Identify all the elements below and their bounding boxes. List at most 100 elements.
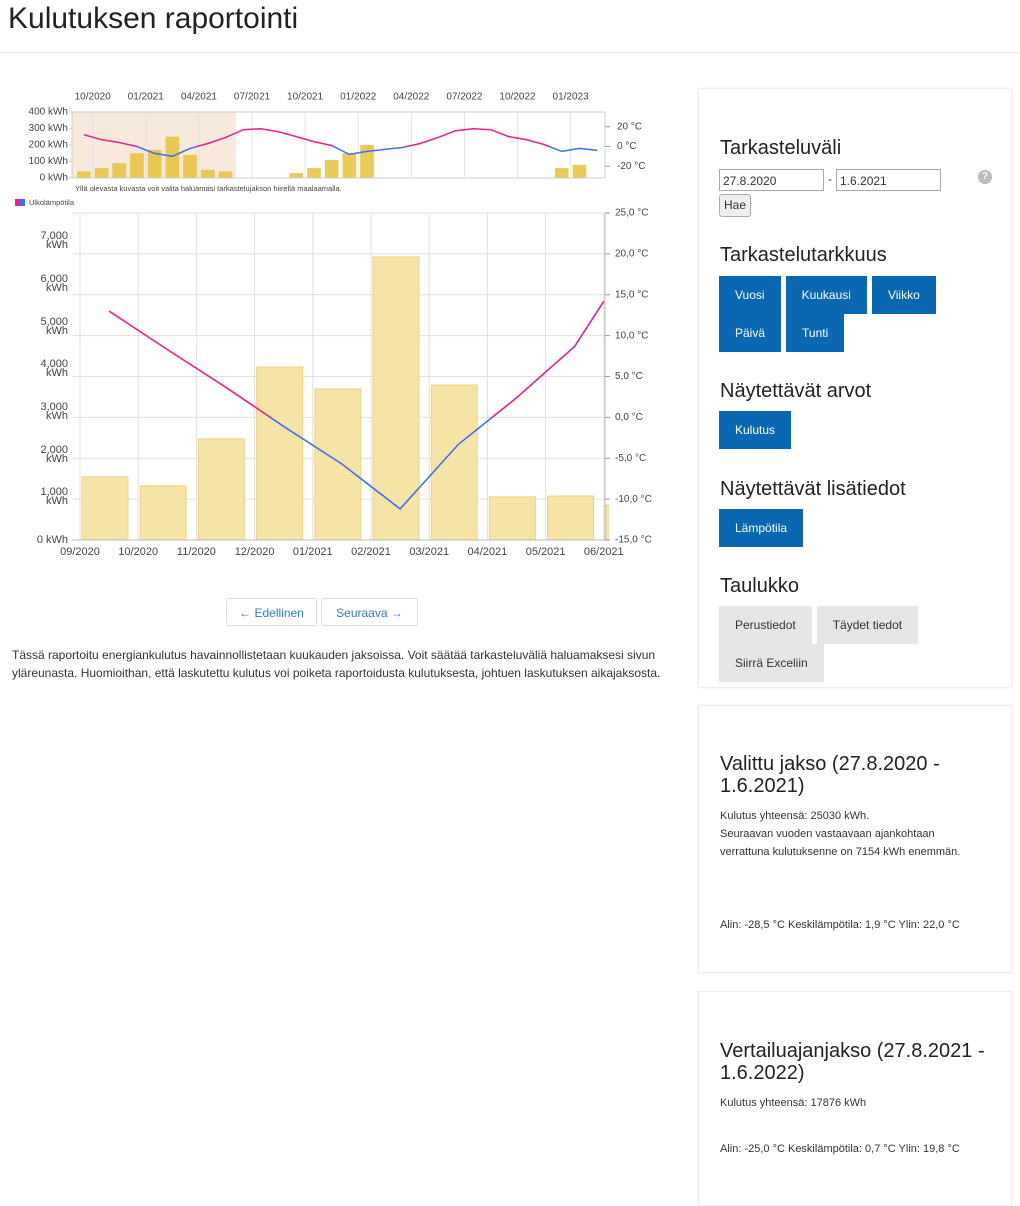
option-button[interactable]: Päivä bbox=[719, 314, 782, 352]
bar bbox=[200, 169, 215, 178]
y-tick-label: 4,000 kWh bbox=[40, 358, 68, 380]
resolution-buttons: Vuosi Kuukausi Viikko Päivä Tunti bbox=[719, 276, 951, 352]
end-date-input[interactable]: 1.6.2021 bbox=[836, 169, 941, 191]
x-tick-label: 09/2020 bbox=[60, 546, 100, 558]
comparison-period-panel: Vertailuajanjakso (27.8.2021 - 1.6.2022)… bbox=[698, 991, 1012, 1206]
bar bbox=[342, 153, 357, 178]
bar bbox=[554, 168, 569, 178]
x-tick-label: 01/2021 bbox=[293, 546, 333, 558]
x-tick-label: 02/2021 bbox=[351, 546, 391, 558]
x-tick-label: 03/2021 bbox=[409, 546, 449, 558]
bar bbox=[147, 149, 162, 178]
y2-tick-label: 20,0 °C bbox=[615, 249, 648, 260]
fetch-button[interactable]: Hae bbox=[719, 194, 752, 217]
start-date-input[interactable]: 27.8.2020 bbox=[719, 169, 824, 191]
x-tick-label: 01/2022 bbox=[340, 92, 377, 103]
bar bbox=[314, 388, 362, 541]
panel-title: Valittu jakso (27.8.2020 - 1.6.2021) bbox=[720, 753, 940, 797]
y2-tick-label: 5,0 °C bbox=[615, 371, 643, 382]
bar bbox=[605, 504, 609, 541]
x-tick-label: 04/2021 bbox=[181, 92, 218, 103]
y2-tick-label: 0 °C bbox=[617, 141, 637, 152]
y-tick-label: 2,000 kWh bbox=[40, 443, 68, 465]
y-tick-label: 1,000 kWh bbox=[40, 486, 68, 508]
section-title: Taulukko bbox=[720, 575, 799, 597]
option-button[interactable]: Kuukausi bbox=[785, 276, 867, 314]
help-icon[interactable]: ? bbox=[978, 170, 992, 184]
section-title: Tarkasteluväli bbox=[720, 137, 842, 159]
selected-period-panel: Valittu jakso (27.8.2020 - 1.6.2021) Kul… bbox=[698, 705, 1012, 973]
bar bbox=[218, 171, 233, 178]
x-tick-label: 10/2022 bbox=[499, 92, 536, 103]
table-buttons: Perustiedot Täydet tiedot Siirrä Exceliin bbox=[719, 606, 934, 682]
y-tick-label: 100 kWh bbox=[29, 156, 68, 167]
plot-area bbox=[81, 256, 609, 541]
x-tick-label: 12/2020 bbox=[235, 546, 275, 558]
bar bbox=[572, 164, 587, 178]
x-tick-label: 05/2021 bbox=[526, 546, 566, 558]
x-tick-label: 01/2023 bbox=[553, 92, 590, 103]
option-button[interactable]: Tunti bbox=[786, 314, 845, 352]
option-button[interactable]: Siirrä Exceliin bbox=[719, 644, 824, 682]
x-tick-label: 07/2021 bbox=[234, 92, 271, 103]
option-button[interactable]: Lämpötila bbox=[719, 509, 804, 547]
bar bbox=[112, 163, 127, 178]
panel-temperatures: Alin: -28,5 °C Keskilämpötila: 1,9 °C Yl… bbox=[720, 919, 960, 931]
y-tick-label: 7,000 kWh bbox=[40, 230, 68, 252]
description: Tässä raportoitu energiankulutus havainn… bbox=[12, 648, 661, 680]
panel-title: Vertailuajanjakso (27.8.2021 - 1.6.2022) bbox=[720, 1040, 985, 1084]
bar bbox=[197, 438, 245, 541]
option-button[interactable]: Kulutus bbox=[719, 411, 792, 449]
panel-total: Kulutus yhteensä: 17876 kWh bbox=[720, 1097, 867, 1109]
navigator-note: Yllä olevasta kuvasta voit valita haluam… bbox=[75, 184, 342, 193]
bar bbox=[307, 168, 321, 178]
previous-button[interactable]: ← Edellinen bbox=[226, 598, 317, 626]
bar bbox=[547, 495, 595, 541]
panel-total: Kulutus yhteensä: 25030 kWh. bbox=[720, 810, 870, 822]
bar bbox=[430, 384, 478, 541]
page-title: Kulutuksen raportointi bbox=[8, 2, 299, 35]
y2-tick-label: -5,0 °C bbox=[615, 453, 646, 464]
option-button[interactable]: Viikko bbox=[871, 276, 936, 314]
separator: - bbox=[828, 172, 832, 186]
bar bbox=[77, 171, 91, 178]
temperature-line bbox=[108, 300, 605, 510]
navigator-frame bbox=[71, 111, 606, 179]
y2-tick-label: -20 °C bbox=[617, 161, 645, 172]
x-tick-label: 10/2021 bbox=[287, 92, 324, 103]
x-tick-label: 10/2020 bbox=[75, 92, 112, 103]
y-tick-label: 200 kWh bbox=[29, 140, 68, 151]
y-tick-label: 3,000 kWh bbox=[40, 400, 68, 422]
x-tick-label: 06/2021 bbox=[584, 546, 624, 558]
x-tick-label: 04/2021 bbox=[468, 546, 508, 558]
y-tick-label: 5,000 kWh bbox=[40, 315, 68, 337]
bar bbox=[360, 145, 374, 178]
y2-tick-label: 20 °C bbox=[617, 121, 642, 132]
section-title: Tarkastelutarkkuus bbox=[720, 244, 887, 266]
bar bbox=[324, 159, 339, 178]
value-buttons: Kulutus bbox=[719, 411, 951, 449]
y2-tick-label: -10,0 °C bbox=[615, 494, 652, 505]
next-button[interactable]: Seuraava → bbox=[321, 598, 418, 626]
extra-buttons: Lämpötila bbox=[719, 509, 951, 547]
bar bbox=[372, 256, 420, 541]
y2-tick-label: 0,0 °C bbox=[615, 412, 643, 423]
option-button[interactable]: Vuosi bbox=[719, 276, 781, 314]
bar bbox=[94, 168, 109, 178]
bar bbox=[165, 136, 180, 178]
panel-comparison: Seuraavan vuoden vastaavaan ajankohtaan … bbox=[720, 828, 961, 858]
legend-swatch bbox=[15, 199, 20, 206]
panel-temperatures: Alin: -25,0 °C Keskilämpötila: 0,7 °C Yl… bbox=[720, 1143, 960, 1155]
legend-label: Ulkolämpötila bbox=[29, 198, 75, 207]
chart: Yllä olevasta kuvasta voit valita haluam… bbox=[15, 92, 652, 558]
y2-tick-label: 25,0 °C bbox=[615, 208, 648, 219]
option-button[interactable]: Perustiedot bbox=[719, 606, 812, 644]
temperature-line bbox=[83, 127, 598, 158]
x-tick-label: 11/2020 bbox=[177, 546, 216, 558]
bar bbox=[130, 153, 144, 178]
bar bbox=[488, 496, 536, 541]
option-button[interactable]: Täydet tiedot bbox=[816, 606, 919, 644]
x-tick-label: 04/2022 bbox=[393, 92, 430, 103]
x-tick-label: 01/2021 bbox=[128, 92, 165, 103]
